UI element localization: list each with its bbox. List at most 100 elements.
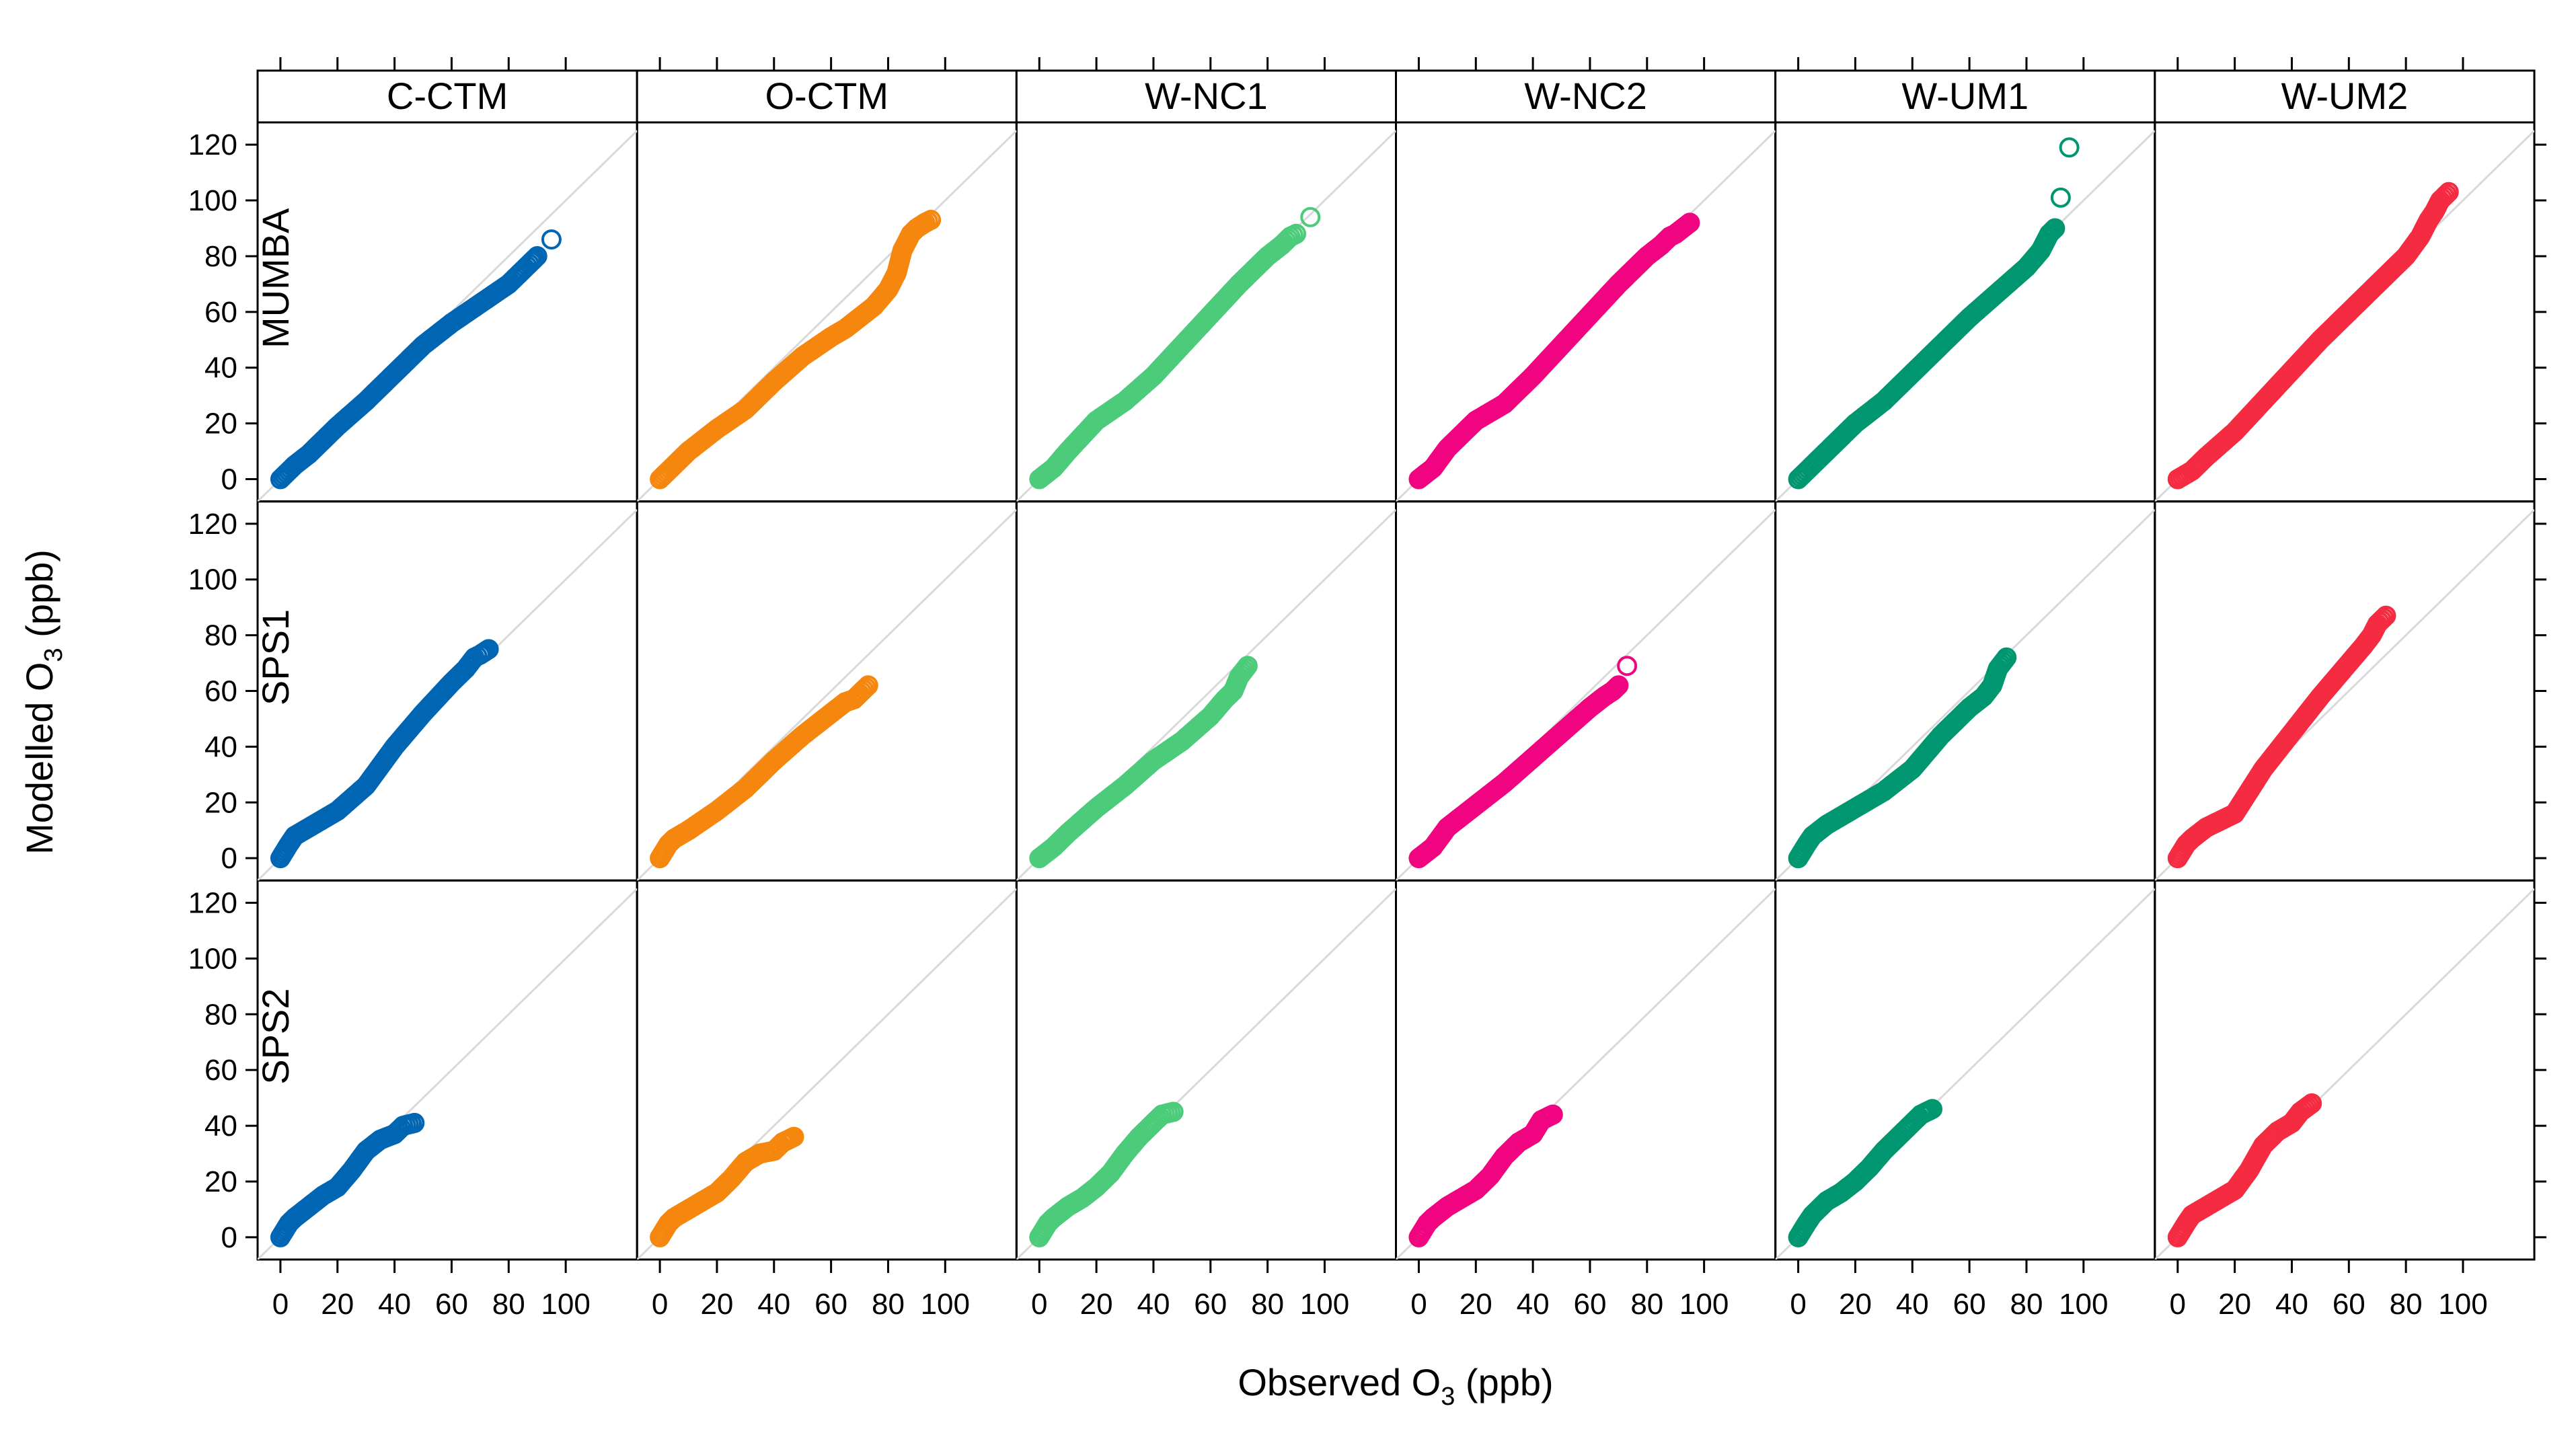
x-tick-label: 0 [1790, 1288, 1806, 1321]
y-tick-label: 0 [221, 842, 237, 875]
data-point [2438, 182, 2459, 202]
y-tick-label: 120 [188, 508, 237, 541]
x-tick-label: 0 [1031, 1288, 1047, 1321]
x-tick-label: 40 [1896, 1288, 1929, 1321]
y-tick-label: 40 [204, 730, 237, 763]
data-point [1602, 681, 1623, 701]
data-point [541, 229, 562, 250]
x-tick-label: 40 [2275, 1288, 2308, 1321]
data-point [2043, 220, 2063, 241]
data-point [2369, 611, 2390, 632]
axis-ticks: 0 20 40 60 80 100 120 0 20 40 60 80 100 120 0 20 40 60 80 1… [188, 57, 2547, 1321]
data-point [478, 639, 499, 660]
x-tick-label: 40 [378, 1288, 411, 1321]
y-tick-label: 20 [204, 786, 237, 819]
y-tick-label: 40 [204, 1110, 237, 1143]
row-label-sps1: SPS1 [254, 609, 297, 705]
data-point [1608, 675, 1629, 696]
panel-sps1-o-ctm [637, 509, 1017, 881]
panel-sps1-w-nc1 [1016, 509, 1396, 881]
x-tick-label: 100 [2059, 1288, 2108, 1321]
y-axis-title-post: (ppb) [18, 549, 61, 648]
data-point [1300, 206, 1321, 227]
data-point [404, 1112, 425, 1133]
data-point [2039, 223, 2059, 244]
data-point [856, 677, 876, 698]
data-point [1236, 658, 1256, 679]
y-tick-label: 60 [204, 296, 237, 329]
x-tick-label: 20 [2218, 1288, 2251, 1321]
data-point [2432, 188, 2453, 208]
data-point [1679, 212, 1700, 233]
y-axis-title-sub: 3 [40, 648, 68, 662]
x-tick-label: 0 [272, 1288, 289, 1321]
strip-label-w-um1: W-UM1 [1901, 75, 2029, 117]
row-label-mumba: MUMBA [254, 208, 297, 348]
y-tick-label: 80 [204, 998, 237, 1031]
y-tick-label: 40 [204, 352, 237, 385]
x-axis-title-post: (ppb) [1455, 1361, 1553, 1403]
strip-label-w-um2: W-UM2 [2281, 75, 2409, 117]
x-tick-label: 20 [321, 1288, 354, 1321]
x-tick-label: 80 [2390, 1288, 2423, 1321]
data-point [1996, 647, 2017, 668]
data-point [1606, 676, 1627, 697]
y-tick-label: 60 [204, 1054, 237, 1087]
strip-w-nc1 [1015, 69, 1398, 124]
x-tick-label: 60 [1573, 1288, 1606, 1321]
strip-label-c-ctm: C-CTM [387, 75, 508, 117]
strip-label-w-nc2: W-NC2 [1524, 75, 1647, 117]
data-point [1542, 1104, 1563, 1125]
y-tick-label: 120 [188, 128, 237, 161]
y-tick-label: 20 [204, 1165, 237, 1198]
data-point [525, 247, 545, 268]
y-tick-label: 80 [204, 619, 237, 652]
panel-sps2-o-ctm [637, 888, 1017, 1260]
panel-sps1-w-um2 [2154, 509, 2535, 881]
x-tick-label: 20 [1460, 1288, 1492, 1321]
x-tick-label: 0 [2170, 1288, 2186, 1321]
panel-mumba-w-um1 [1775, 130, 2155, 502]
x-tick-label: 100 [2438, 1288, 2487, 1321]
x-tick-label: 80 [1630, 1288, 1663, 1321]
strip-w-um2 [2154, 69, 2536, 124]
y-tick-label: 100 [188, 184, 237, 217]
data-point [523, 249, 544, 270]
y-tick-label: 100 [188, 564, 237, 596]
data-point [1993, 652, 2014, 672]
data-point [1237, 656, 1258, 676]
x-tick-label: 60 [1194, 1288, 1227, 1321]
data-point [1163, 1101, 1184, 1122]
panel-sps2-w-um2 [2154, 888, 2535, 1260]
y-tick-label: 20 [204, 408, 237, 440]
data-point [2374, 607, 2394, 628]
data-point [2372, 609, 2392, 630]
data-point [2302, 1093, 2322, 1114]
panel-mumba-c-ctm: MUMBA [254, 130, 638, 502]
strip-label-o-ctm: O-CTM [765, 75, 888, 117]
y-tick-label: 0 [221, 463, 237, 496]
data-point [858, 675, 878, 696]
x-tick-label: 80 [1251, 1288, 1284, 1321]
x-tick-label: 100 [921, 1288, 970, 1321]
data-point [784, 1126, 804, 1147]
data-point [1922, 1099, 1942, 1120]
x-tick-label: 60 [815, 1288, 847, 1321]
data-point [1604, 679, 1625, 699]
data-point [851, 681, 872, 702]
strip-label-w-nc1: W-NC1 [1145, 75, 1268, 117]
x-tick-label: 0 [1410, 1288, 1427, 1321]
x-tick-label: 20 [1080, 1288, 1113, 1321]
x-tick-label: 100 [1679, 1288, 1729, 1321]
x-tick-label: 60 [2333, 1288, 2365, 1321]
y-tick-label: 60 [204, 675, 237, 708]
data-point [1617, 656, 1638, 676]
x-tick-label: 40 [1517, 1288, 1550, 1321]
y-tick-label: 80 [204, 240, 237, 273]
x-tick-label: 100 [1300, 1288, 1349, 1321]
panel-mumba-w-nc1 [1016, 130, 1396, 502]
panel-sps1-w-um1 [1775, 509, 2155, 881]
y-axis-title-pre: Modelled O [18, 662, 61, 855]
column-strips: C-CTM O-CTM W-NC1 W-NC2 W-UM1 W-UM2 [256, 69, 2536, 124]
x-axis-title-pre: Observed O [1238, 1361, 1441, 1403]
